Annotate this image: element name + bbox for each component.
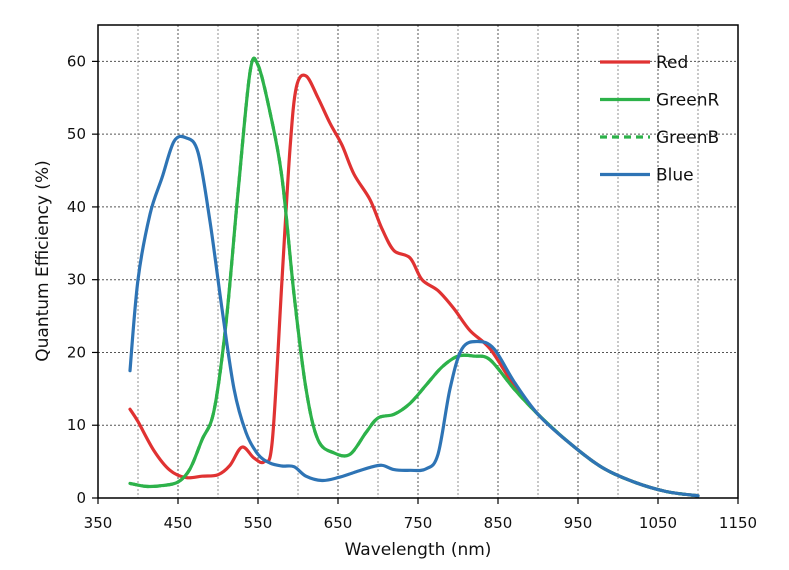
x-tick-label: 550 xyxy=(244,514,273,532)
legend-label-blue: Blue xyxy=(656,166,694,186)
series-lines xyxy=(128,56,700,498)
x-tick-label: 750 xyxy=(404,514,433,532)
y-axis-title: Quantum Efficiency (%) xyxy=(33,160,53,361)
y-tick-label: 0 xyxy=(76,489,86,507)
y-tick-label: 20 xyxy=(67,343,86,361)
x-tick-label: 950 xyxy=(564,514,593,532)
legend-label-red: Red xyxy=(656,53,688,73)
x-tick-label: 1150 xyxy=(719,514,757,532)
y-tick-label: 30 xyxy=(67,271,86,289)
x-tick-label: 1050 xyxy=(639,514,677,532)
series-line-greenb xyxy=(129,56,699,498)
y-tick-label: 10 xyxy=(67,416,86,434)
x-tick-label: 350 xyxy=(84,514,113,532)
grid xyxy=(98,25,738,498)
x-tick-label: 450 xyxy=(164,514,193,532)
x-tick-label: 650 xyxy=(324,514,353,532)
x-tick-label: 850 xyxy=(484,514,513,532)
y-tick-label: 40 xyxy=(67,198,86,216)
legend-label-greenr: GreenR xyxy=(656,91,719,111)
x-axis-title: Wavelength (nm) xyxy=(345,540,492,560)
legend: Red GreenR GreenB Blue xyxy=(600,53,719,186)
y-tick-label: 60 xyxy=(67,52,86,70)
legend-label-greenb: GreenB xyxy=(656,128,719,148)
axis-ticks: 350 450 550 650 750 850 950 1050 1150 0 10 20 30 40 50… xyxy=(67,52,757,532)
y-tick-label: 50 xyxy=(67,125,86,143)
series-line-red xyxy=(128,73,700,498)
series-line-greenr xyxy=(128,56,700,498)
series-line-blue xyxy=(128,134,700,498)
